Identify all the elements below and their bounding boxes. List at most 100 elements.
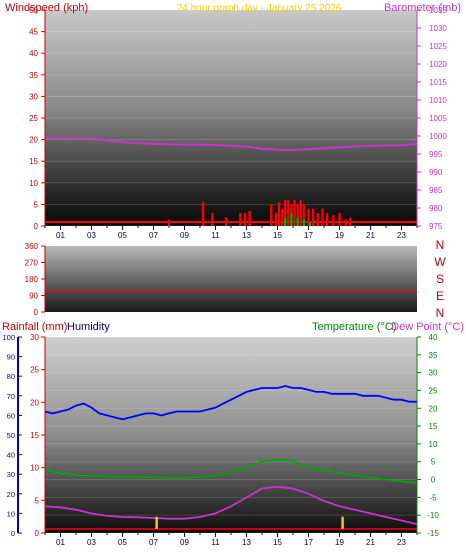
bottom-x-tick-label: 13 bbox=[242, 538, 251, 547]
windspeed-bar bbox=[325, 213, 329, 226]
top-x-tick-label: 17 bbox=[304, 231, 313, 240]
dir-letter-e: E bbox=[436, 289, 444, 303]
top-x-tick-label: 13 bbox=[242, 231, 251, 240]
top-x-tick-label: 09 bbox=[180, 231, 189, 240]
bottom-x-tick-label: 01 bbox=[56, 538, 65, 547]
series-layer bbox=[44, 136, 418, 530]
barometer-line bbox=[45, 136, 418, 152]
temp-axis-tick-label: 10 bbox=[429, 440, 438, 449]
wind-axis-tick-label: 15 bbox=[29, 157, 38, 166]
rainfall-axis-title: Rainfall (mm) bbox=[2, 321, 67, 333]
bottom-x-tick-label: 03 bbox=[87, 538, 96, 547]
humidity-axis-tick-label: 100 bbox=[2, 333, 15, 342]
windspeed-bar bbox=[316, 213, 319, 226]
bottom-x-tick-label: 21 bbox=[366, 538, 375, 547]
top-x-tick-label: 01 bbox=[56, 231, 65, 240]
temp-axis-tick-label: 40 bbox=[429, 333, 438, 342]
dewpoint-axis-title: Dew Point (°C) bbox=[391, 321, 464, 333]
rain-axis-tick-label: 20 bbox=[30, 398, 39, 407]
humidity-axis-tick-label: 40 bbox=[7, 451, 15, 460]
top-x-tick-label: 23 bbox=[397, 231, 406, 240]
humidity-axis-tick-label: 70 bbox=[7, 392, 15, 401]
windspeed-bar bbox=[302, 204, 306, 226]
gust-bar bbox=[302, 219, 306, 226]
top-x-tick-label: 11 bbox=[211, 231, 220, 240]
windspeed-bar bbox=[349, 217, 352, 226]
baro-axis-tick-label: 990 bbox=[429, 168, 443, 177]
temperature-axis-title: Temperature (°C) bbox=[312, 321, 396, 333]
humidity-axis-title: Humidity bbox=[67, 321, 110, 333]
graph-date-title: 24 hour graph day - January 25 2026 bbox=[177, 3, 342, 14]
top-x-tick-label: 03 bbox=[87, 231, 96, 240]
windspeed-bar bbox=[243, 213, 247, 226]
humidity-axis-tick-label: 80 bbox=[7, 372, 15, 381]
direction-plot-area bbox=[45, 246, 417, 312]
baro-axis-tick-label: 1000 bbox=[429, 132, 447, 141]
windspeed-bar bbox=[296, 204, 299, 226]
wind-axis-tick-label: 25 bbox=[29, 114, 38, 123]
baro-axis-tick-label: 980 bbox=[429, 204, 443, 213]
top-x-tick-label: 21 bbox=[366, 231, 375, 240]
wind-axis-tick-label: 35 bbox=[29, 71, 38, 80]
windspeed-bar bbox=[344, 219, 347, 226]
rainfall-bar bbox=[341, 516, 344, 529]
gust-bar bbox=[296, 217, 299, 226]
wind-axis-tick-label: 10 bbox=[29, 179, 38, 188]
temp-axis-tick-label: -15 bbox=[427, 529, 439, 538]
windspeed-axis-title: Windspeed (kph) bbox=[5, 2, 88, 14]
windspeed-bar bbox=[211, 213, 214, 226]
baro-axis-tick-label: 1005 bbox=[429, 114, 447, 123]
rain-axis-tick-label: 30 bbox=[30, 333, 39, 342]
humidity-axis-tick-label: 30 bbox=[7, 470, 15, 479]
dir-letter-w: W bbox=[434, 255, 446, 269]
dir-axis-tick-label: 180 bbox=[25, 275, 39, 284]
bottom-x-tick-label: 07 bbox=[149, 538, 158, 547]
windspeed-bar bbox=[311, 208, 315, 226]
windspeed-bar bbox=[239, 213, 242, 226]
top-x-tick-label: 19 bbox=[335, 231, 344, 240]
humidity-axis-tick-label: 90 bbox=[7, 353, 15, 362]
temp-axis-tick-label: 0 bbox=[431, 476, 436, 485]
temp-axis-tick-label: 25 bbox=[429, 386, 438, 395]
rain-axis-tick-label: 15 bbox=[30, 431, 39, 440]
top-x-tick-label: 07 bbox=[149, 231, 158, 240]
direction-letters: N W S E N bbox=[434, 238, 446, 320]
windspeed-bar bbox=[201, 202, 205, 226]
dir-letter-n-top: N bbox=[436, 238, 445, 252]
baro-axis-tick-label: 995 bbox=[429, 150, 443, 159]
dir-axis-tick-label: 90 bbox=[29, 292, 38, 301]
bottom-x-tick-label: 15 bbox=[273, 538, 282, 547]
top-x-tick-label: 05 bbox=[118, 231, 127, 240]
baro-axis-tick-label: 1015 bbox=[429, 78, 447, 87]
windspeed-bar bbox=[270, 204, 273, 226]
temp-axis-tick-label: 20 bbox=[429, 404, 438, 413]
temp-axis-tick-label: -5 bbox=[429, 493, 437, 502]
bottom-x-tick-label: 05 bbox=[118, 538, 127, 547]
bottom-x-tick-label: 17 bbox=[304, 538, 313, 547]
temperature-line bbox=[44, 459, 418, 484]
top-plot-area bbox=[45, 10, 417, 226]
baro-axis-tick-label: 985 bbox=[429, 186, 443, 195]
windspeed-bar bbox=[293, 200, 296, 226]
gust-bar bbox=[308, 221, 312, 226]
baro-axis-tick-label: 975 bbox=[429, 222, 443, 231]
humidity-axis-tick-label: 50 bbox=[7, 431, 15, 440]
humidity-axis-tick-label: 0 bbox=[11, 529, 15, 538]
temp-axis-tick-label: 35 bbox=[429, 351, 438, 360]
dir-axis-tick-label: 360 bbox=[25, 242, 39, 251]
gust-bar bbox=[290, 213, 293, 226]
bottom-x-tick-label: 11 bbox=[211, 538, 220, 547]
baro-axis-tick-label: 1030 bbox=[429, 24, 447, 33]
wind-axis-tick-label: 50 bbox=[29, 6, 38, 15]
baro-axis-tick-label: 1025 bbox=[429, 42, 447, 51]
bottom-x-tick-label: 09 bbox=[180, 538, 189, 547]
gridlines bbox=[45, 9, 417, 534]
windspeed-bar bbox=[280, 208, 284, 226]
windspeed-bar bbox=[321, 208, 324, 226]
windspeed-bar bbox=[277, 202, 281, 226]
wind-axis-tick-label: 0 bbox=[34, 222, 39, 231]
baro-axis-tick-label: 1020 bbox=[429, 60, 447, 69]
top-x-tick-label: 15 bbox=[273, 231, 282, 240]
